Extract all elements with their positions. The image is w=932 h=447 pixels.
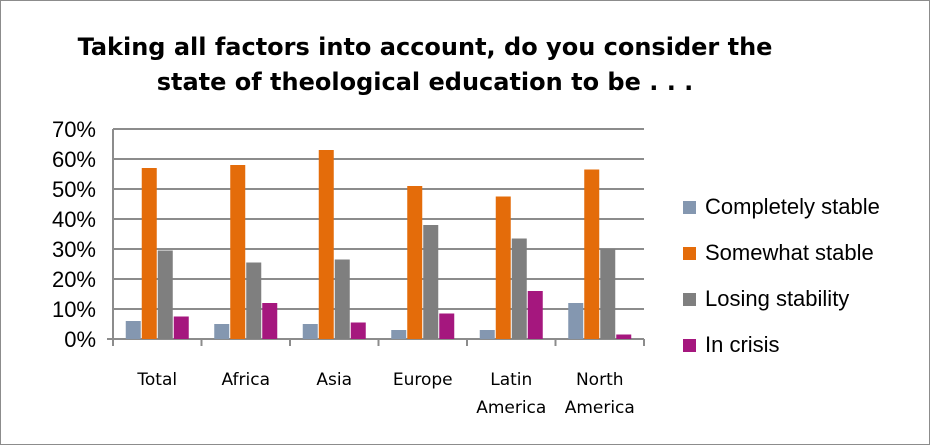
- y-tick-label: 40%: [52, 207, 96, 232]
- legend-swatch: [683, 201, 696, 214]
- bar-in-crisis: [616, 334, 632, 339]
- bar-completely-stable: [479, 330, 495, 339]
- chart-legend: Completely stable Somewhat stable Losing s…: [683, 193, 928, 377]
- bar-in-crisis: [439, 313, 455, 339]
- legend-label: Losing stability: [705, 286, 850, 311]
- bar-completely-stable: [214, 324, 230, 339]
- bar-losing-stability: [600, 249, 616, 339]
- bar-losing-stability: [511, 238, 527, 339]
- x-category-label: Africa: [222, 370, 271, 390]
- x-category-label: Latin: [490, 370, 532, 390]
- bar-somewhat-stable: [230, 165, 246, 339]
- bar-somewhat-stable: [495, 196, 511, 339]
- y-tick-label: 30%: [52, 237, 96, 262]
- y-tick-label: 10%: [52, 297, 96, 322]
- y-tick-label: 70%: [52, 117, 96, 142]
- bar-completely-stable: [568, 303, 584, 339]
- bar-losing-stability: [157, 250, 173, 339]
- x-category-label: Total: [136, 370, 177, 390]
- x-category-label: Asia: [316, 370, 352, 390]
- y-tick-label: 0%: [64, 327, 96, 352]
- bar-in-crisis: [350, 322, 366, 339]
- bar-completely-stable: [391, 330, 407, 339]
- bar-somewhat-stable: [407, 186, 423, 339]
- legend-item: Somewhat stable: [683, 239, 928, 285]
- x-category-label: America: [476, 398, 546, 418]
- bar-completely-stable: [125, 321, 141, 339]
- legend-label: In crisis: [705, 332, 780, 357]
- bar-losing-stability: [334, 259, 350, 339]
- x-category-label: America: [565, 398, 635, 418]
- chart-title-line-1: Taking all factors into account, do you …: [77, 33, 773, 61]
- bar-in-crisis: [262, 303, 278, 339]
- bar-completely-stable: [302, 324, 318, 339]
- legend-item: Completely stable: [683, 193, 928, 239]
- bar-somewhat-stable: [584, 169, 600, 339]
- legend-label: Somewhat stable: [705, 240, 874, 265]
- y-tick-label: 20%: [52, 267, 96, 292]
- y-tick-label: 50%: [52, 177, 96, 202]
- legend-label: Completely stable: [705, 194, 880, 219]
- legend-swatch: [683, 293, 696, 306]
- chart-title-line-2: state of theological education to be . .…: [156, 68, 694, 96]
- legend-swatch: [683, 247, 696, 260]
- bar-somewhat-stable: [141, 168, 157, 339]
- legend-item: Losing stability: [683, 285, 928, 331]
- chart-title: Taking all factors into account, do you …: [60, 30, 790, 100]
- legend-swatch: [683, 339, 696, 352]
- y-tick-label: 60%: [52, 147, 96, 172]
- bar-losing-stability: [246, 262, 262, 339]
- bar-in-crisis: [173, 316, 189, 339]
- bar-losing-stability: [423, 225, 439, 339]
- x-category-label: North: [576, 370, 624, 390]
- legend-item: In crisis: [683, 331, 928, 377]
- x-category-label: Europe: [393, 370, 453, 390]
- bar-somewhat-stable: [318, 150, 334, 339]
- bar-in-crisis: [527, 291, 543, 339]
